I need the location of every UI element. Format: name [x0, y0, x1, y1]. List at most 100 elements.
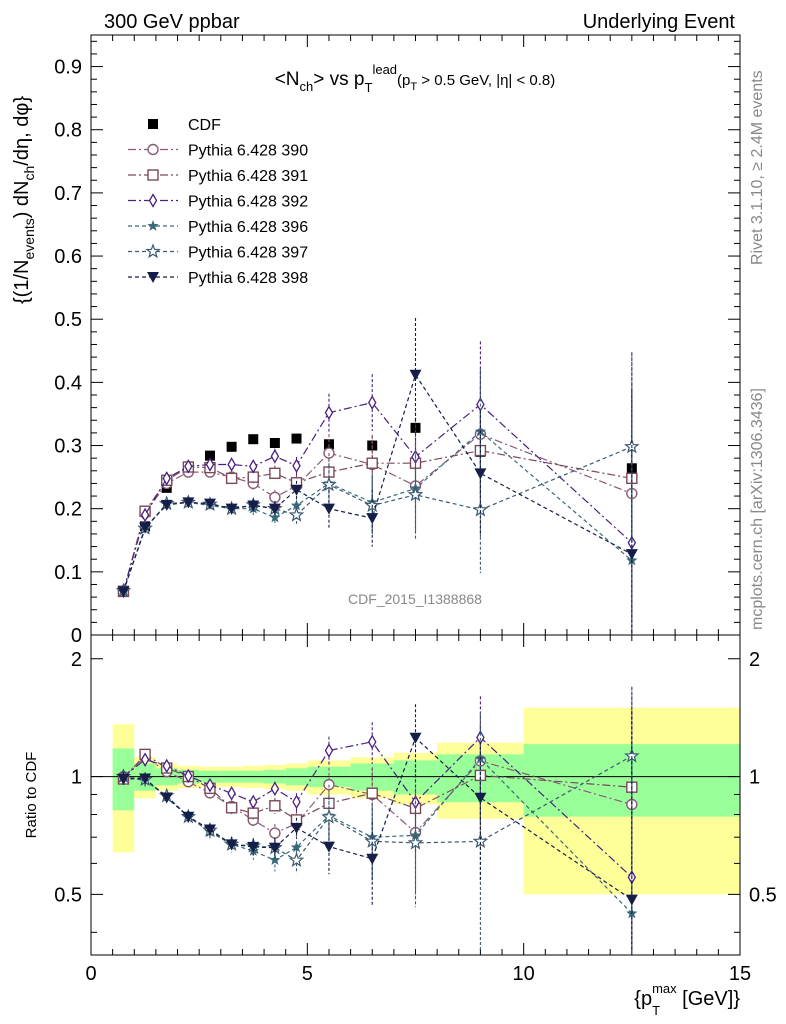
- data-point: [227, 457, 236, 472]
- y-tick-label: 0.2: [54, 499, 82, 521]
- data-point: [409, 369, 422, 381]
- data-series: [115, 317, 640, 951]
- x-tick-label: 10: [513, 963, 535, 985]
- data-point: [225, 503, 238, 515]
- legend-marker: [147, 143, 159, 156]
- ratio-point: [290, 822, 303, 834]
- ratio-point: [139, 773, 152, 785]
- side-text-mcplots: mcplots.cern.ch [arXiv:1306.3436]: [749, 388, 766, 630]
- data-point: [182, 497, 195, 509]
- header-right: Underlying Event: [583, 11, 736, 33]
- ratio-point: [248, 794, 258, 810]
- data-point: [269, 438, 280, 448]
- legend-label: Pythia 6.428 390: [188, 143, 308, 160]
- analysis-watermark: CDF_2015_I1388868: [348, 591, 482, 607]
- ratio-point: [205, 777, 215, 793]
- ratio-point: [407, 834, 424, 850]
- data-point: [248, 434, 259, 445]
- data-point: [226, 441, 237, 452]
- series-line-main: [122, 449, 632, 592]
- data-point: [366, 513, 379, 525]
- plot-title: <Nch> vs pTlead(pT > 0.5 GeV, |η| < 0.8): [275, 62, 556, 95]
- ratio-point: [290, 841, 303, 853]
- data-point: [474, 468, 487, 480]
- x-tick-label: 0: [85, 963, 96, 985]
- ratio-point: [321, 808, 337, 824]
- ratio-point: [366, 787, 378, 799]
- data-point: [290, 499, 303, 511]
- data-point: [248, 459, 258, 474]
- ratio-point: [269, 854, 281, 865]
- legend-marker: [147, 169, 159, 181]
- x-tick-label: 5: [302, 963, 313, 985]
- ratio-point: [367, 734, 377, 750]
- legend-label: Pythia 6.428 396: [188, 219, 308, 236]
- data-point: [288, 506, 305, 522]
- ratio-tick-label-left: 0.5: [54, 884, 82, 906]
- data-point: [184, 459, 193, 474]
- data-point: [290, 484, 303, 496]
- series-cdf: [118, 422, 637, 596]
- ratio-tick-label-right: 0.5: [749, 884, 777, 906]
- ratio-tick-label-right: 2: [749, 649, 760, 671]
- data-point: [269, 467, 281, 480]
- ratio-point: [322, 841, 335, 853]
- ratio-point: [269, 827, 281, 839]
- legend-label: Pythia 6.428 392: [188, 194, 308, 211]
- y-tick-label: 0.8: [54, 120, 82, 142]
- legend-label: CDF: [188, 117, 221, 134]
- legend-item-p391: Pythia 6.428 391: [128, 168, 308, 185]
- ratio-point: [292, 794, 301, 810]
- series-line-ratio: [123, 736, 633, 878]
- series-line-ratio: [123, 736, 633, 901]
- y-tick-label: 0.4: [54, 372, 82, 394]
- ratio-y-axis-label: Ratio to CDF: [23, 752, 40, 839]
- data-point: [204, 450, 215, 461]
- legend-item-p397: Pythia 6.428 397: [128, 243, 308, 262]
- y-axis-label: {(1/Nevents) dNch/dη, dφ}: [11, 96, 37, 304]
- ratio-point: [288, 852, 305, 868]
- data-point: [322, 503, 335, 515]
- ratio-point: [247, 841, 260, 853]
- ratio-point: [117, 774, 130, 786]
- ratio-point: [203, 824, 216, 836]
- legend-marker: [147, 272, 159, 283]
- data-point: [139, 522, 152, 534]
- series-p398: [117, 317, 638, 951]
- ratio-point: [140, 752, 150, 767]
- ratio-point: [225, 839, 238, 851]
- legend-item-p396: Pythia 6.428 396: [128, 219, 308, 236]
- ratio-point: [409, 732, 422, 744]
- data-point: [247, 500, 260, 512]
- legend-item-p390: Pythia 6.428 390: [128, 143, 308, 160]
- x-tick-label: 15: [729, 963, 751, 985]
- series-line-main: [122, 430, 633, 591]
- ratio-point: [160, 792, 173, 804]
- x-axis-label: {pTmax [GeV]}: [634, 981, 740, 1018]
- data-point: [366, 457, 378, 469]
- legend-marker: [148, 193, 158, 208]
- series-line-ratio: [123, 757, 633, 914]
- side-text-rivet: Rivet 3.1.10, ≥ 2.4M events: [749, 70, 766, 265]
- legend-label: Pythia 6.428 391: [188, 168, 308, 185]
- series-line-main: [122, 401, 633, 591]
- data-point: [291, 433, 302, 444]
- y-tick-label: 0.6: [54, 246, 82, 268]
- ratio-tick-label-left: 1: [71, 767, 82, 789]
- data-point: [205, 457, 215, 472]
- ratio-point: [162, 758, 171, 774]
- data-point: [160, 499, 173, 511]
- y-tick-label: 0: [71, 625, 82, 647]
- data-point: [269, 511, 281, 523]
- data-point: [203, 498, 216, 510]
- series-line-ratio: [123, 753, 632, 821]
- y-tick-label: 0.9: [54, 57, 82, 79]
- ratio-point: [625, 894, 638, 906]
- legend-item-p398: Pythia 6.428 398: [128, 270, 308, 287]
- data-point: [270, 448, 280, 464]
- legend-label: Pythia 6.428 397: [188, 245, 308, 262]
- legend: CDF Pythia 6.428 390 Pythia 6.428 391 Pythi…: [128, 117, 308, 287]
- data-point: [407, 486, 424, 502]
- series-line-main: [122, 373, 633, 592]
